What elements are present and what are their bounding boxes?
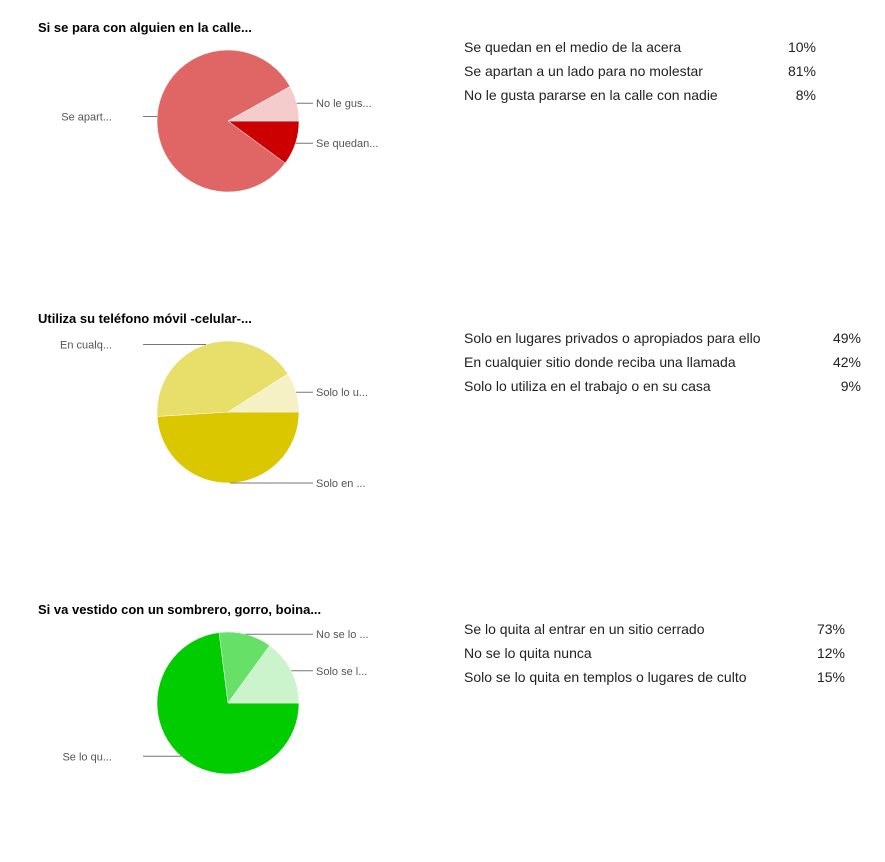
pie-slice: [156, 49, 291, 193]
legend-percent: 15%: [816, 669, 845, 685]
slice-label: Solo se l...: [316, 666, 367, 678]
legend-label: Se apartan a un lado para no molestar: [464, 63, 703, 79]
pie-chart: Solo en ... En cualq... Solo lo u...: [60, 340, 368, 491]
legend-label: No se lo quita nunca: [464, 645, 592, 661]
legend-row: En cualquier sitio donde reciba una llam…: [464, 353, 861, 377]
chart-title: Si va vestido con un sombrero, gorro, bo…: [38, 602, 322, 617]
pie-slice: [156, 411, 300, 484]
chart-section-2: Utiliza su teléfono móvil -celular-... S…: [0, 291, 885, 571]
pie-chart: Se quedan... Se apart... No le gus...: [61, 49, 378, 193]
legend-label: Se lo quita al entrar en un sitio cerrad…: [464, 621, 705, 637]
slice-label: Se lo qu...: [62, 751, 112, 763]
chart-title: Si se para con alguien en la calle...: [38, 20, 252, 35]
slice-label: No se lo ...: [316, 629, 369, 641]
slice-label: Se apart...: [61, 112, 112, 124]
legend-row: Solo se lo quita en templos o lugares de…: [464, 668, 845, 692]
legend-percent: 9%: [840, 378, 861, 394]
legend-row: Solo en lugares privados o apropiados pa…: [464, 329, 861, 353]
legend-percent: 42%: [832, 354, 861, 370]
legend-percent: 49%: [832, 330, 861, 346]
slice-label: Solo lo u...: [316, 387, 368, 399]
pie-slice: [227, 645, 300, 704]
legend-label: No le gusta pararse en la calle con nadi…: [464, 87, 718, 103]
legend-row: No se lo quita nunca 12%: [464, 644, 845, 668]
slice-label: Se quedan...: [316, 138, 378, 150]
legend-row: No le gusta pararse en la calle con nadi…: [464, 86, 816, 110]
legend-row: Solo lo utiliza en el trabajo o en su ca…: [464, 377, 861, 401]
pie-slice: [227, 373, 300, 413]
legend-label: Solo lo utiliza en el trabajo o en su ca…: [464, 378, 711, 394]
legend: Se lo quita al entrar en un sitio cerrad…: [464, 620, 845, 692]
legend-row: Se quedan en el medio de la acera 10%: [464, 38, 816, 62]
legend: Solo en lugares privados o apropiados pa…: [464, 329, 861, 401]
legend-label: Solo se lo quita en templos o lugares de…: [464, 669, 747, 685]
slice-label: Solo en ...: [316, 478, 366, 490]
legend-percent: 10%: [787, 39, 816, 55]
legend-percent: 73%: [816, 621, 845, 637]
legend-row: Se apartan a un lado para no molestar 81…: [464, 62, 816, 86]
legend: Se quedan en el medio de la acera 10% Se…: [464, 38, 816, 110]
chart-title: Utiliza su teléfono móvil -celular-...: [38, 311, 252, 326]
legend-percent: 81%: [787, 63, 816, 79]
slice-label: No le gus...: [316, 98, 372, 110]
legend-percent: 8%: [795, 87, 816, 103]
slice-label: En cualq...: [60, 340, 112, 352]
pie-chart: Se lo qu... No se lo ... Solo se l...: [62, 629, 369, 775]
legend-label: En cualquier sitio donde reciba una llam…: [464, 354, 736, 370]
legend-label: Se quedan en el medio de la acera: [464, 39, 682, 55]
chart-section-3: Si va vestido con un sombrero, gorro, bo…: [0, 582, 885, 862]
legend-percent: 12%: [816, 645, 845, 661]
legend-row: Se lo quita al entrar en un sitio cerrad…: [464, 620, 845, 644]
chart-section-1: Si se para con alguien en la calle... Se…: [0, 0, 885, 280]
legend-label: Solo en lugares privados o apropiados pa…: [464, 330, 761, 346]
